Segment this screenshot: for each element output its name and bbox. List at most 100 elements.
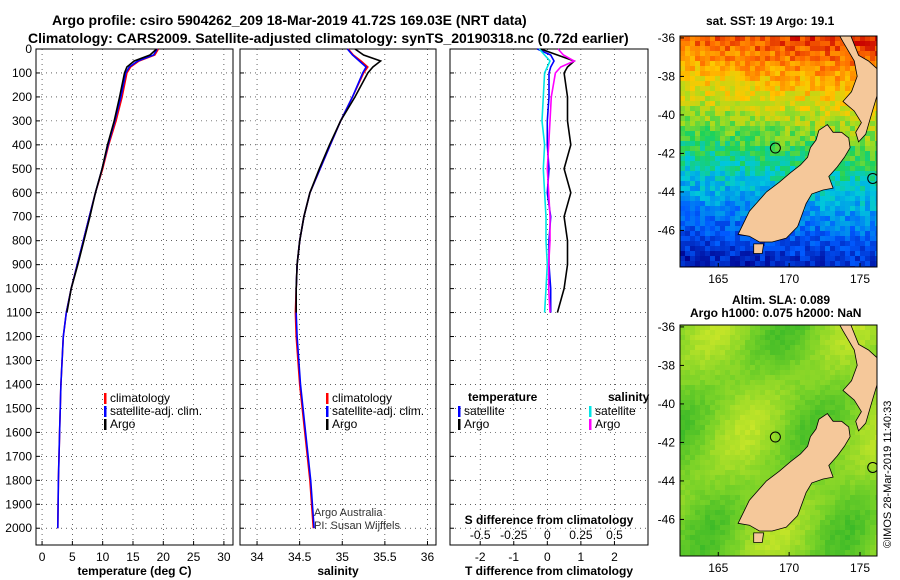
y-tick-label: -40 [658, 397, 676, 411]
x-tick-label: 34.5 [288, 550, 312, 564]
legend-label: satellite [595, 404, 636, 418]
land-south-island [737, 413, 851, 532]
x-tick-label: 20 [157, 550, 171, 564]
land-north-island [839, 325, 877, 432]
y-tick-label: -44 [658, 474, 676, 488]
legend-label: Argo [595, 417, 621, 431]
legend-label: satellite [464, 404, 505, 418]
y-tick-label: 1400 [5, 377, 32, 391]
x-tick-label: 175 [850, 561, 870, 575]
legend-swatch [458, 406, 461, 417]
s-tick-label: -0.5 [470, 528, 491, 542]
x-tick-label: 36 [421, 550, 435, 564]
x-tick-label: 1 [578, 550, 585, 564]
y-tick-label: -38 [658, 69, 676, 83]
s-tick-label: -0.25 [500, 528, 528, 542]
legend-label: Argo [332, 417, 358, 431]
plot-frame [35, 48, 234, 546]
x-tick-label: 25 [187, 550, 201, 564]
legend-swatch [326, 419, 329, 430]
y-tick-label: -46 [658, 512, 676, 526]
y-tick-label: -42 [658, 435, 676, 449]
s-tick-label: 0.25 [569, 528, 593, 542]
legend-swatch [104, 393, 107, 404]
x-tick-label: 170 [779, 561, 799, 575]
x-tick-label: 0 [39, 550, 46, 564]
legend-heading: salinity [608, 390, 650, 404]
legend-swatch [458, 419, 461, 430]
figure-title-line1: Argo profile: csiro 5904262_209 18-Mar-2… [52, 12, 527, 28]
s-tick-label: 0 [544, 528, 551, 542]
y-tick-label: 1200 [5, 330, 32, 344]
float-marker [769, 431, 781, 443]
y-tick-label: -36 [658, 320, 676, 334]
legend-label: Argo [110, 417, 136, 431]
land-south-island [737, 124, 851, 243]
map-frame [679, 35, 878, 268]
x-tick-label: 175 [850, 272, 870, 286]
y-tick-label: 0 [25, 42, 32, 56]
map-frame [679, 324, 878, 557]
credit-line: Argo Australia [314, 507, 383, 519]
y-tick-label: 1300 [5, 353, 32, 367]
y-tick-label: 200 [12, 90, 32, 104]
legend-label: Argo [464, 417, 490, 431]
legend-swatch [589, 419, 592, 430]
legend-swatch [326, 406, 329, 417]
credit-line: PI: Susan Wijffels [314, 520, 400, 532]
x-tick-label: 35 [336, 550, 350, 564]
y-tick-label: 1900 [5, 497, 32, 511]
y-tick-label: 1800 [5, 473, 32, 487]
series-line-s-satellite [538, 48, 551, 313]
land-north-island [839, 36, 877, 143]
float-marker [769, 142, 781, 154]
y-tick-label: -42 [658, 146, 676, 160]
x-tick-label: 0 [544, 550, 551, 564]
y-tick-label: -46 [658, 223, 676, 237]
sla-map-subtitle: Argo h1000: 0.075 h2000: NaN [690, 306, 862, 320]
sst-map-title: sat. SST: 19 Argo: 19.1 [706, 14, 835, 28]
y-tick-label: 500 [12, 162, 32, 176]
x-tick-label: 165 [708, 561, 728, 575]
y-tick-label: 800 [12, 234, 32, 248]
y-tick-label: -38 [658, 358, 676, 372]
profile-panel-temperature: 0100200300400500600700800900100011001200… [5, 42, 234, 578]
y-tick-label: 400 [12, 138, 32, 152]
y-tick-label: 300 [12, 114, 32, 128]
y-tick-label: 1000 [5, 282, 32, 296]
series-line-argo [295, 48, 383, 313]
float-marker [867, 461, 877, 473]
x-tick-label: 15 [126, 550, 140, 564]
y-tick-label: 1100 [6, 306, 32, 320]
x-tick-label: 34 [250, 550, 264, 564]
sst-field [680, 36, 877, 267]
x-tick-label: 170 [779, 272, 799, 286]
x-tick-label: 30 [217, 550, 231, 564]
sst-map: -36 -38 -40 -42 -44 -46 165 170 175 [658, 31, 878, 286]
y-tick-label: -44 [658, 185, 676, 199]
x-tick-label: 165 [708, 272, 728, 286]
legend-swatch [326, 393, 329, 404]
legend-swatch [589, 406, 592, 417]
sla-map: -36 -38 -40 -42 -44 -46 165 170 175 [658, 320, 878, 575]
legend-label: climatology [332, 391, 392, 405]
y-tick-label: 700 [12, 210, 32, 224]
x-axis-label: temperature (deg C) [77, 564, 191, 578]
x-axis-label: T difference from climatology [465, 564, 633, 578]
legend-label: satellite-adj. clim. [110, 404, 202, 418]
y-tick-label: -36 [658, 31, 676, 45]
series-line-t-argo [540, 48, 576, 313]
legend-label: climatology [110, 391, 170, 405]
sla-map-title: Altim. SLA: 0.089 [732, 293, 831, 307]
s-tick-label: 0.5 [606, 528, 623, 542]
plot-frame [239, 48, 437, 546]
profile-panel-difference: -2 -1 0 1 2T difference from climatology S di… [449, 48, 650, 578]
x-tick-label: 10 [96, 550, 110, 564]
x-tick-label: -2 [475, 550, 486, 564]
y-tick-label: 100 [12, 66, 32, 80]
legend-swatch [104, 406, 107, 417]
float-marker [867, 172, 877, 184]
x-tick-label: -1 [508, 550, 519, 564]
series-line-argo [66, 48, 158, 313]
